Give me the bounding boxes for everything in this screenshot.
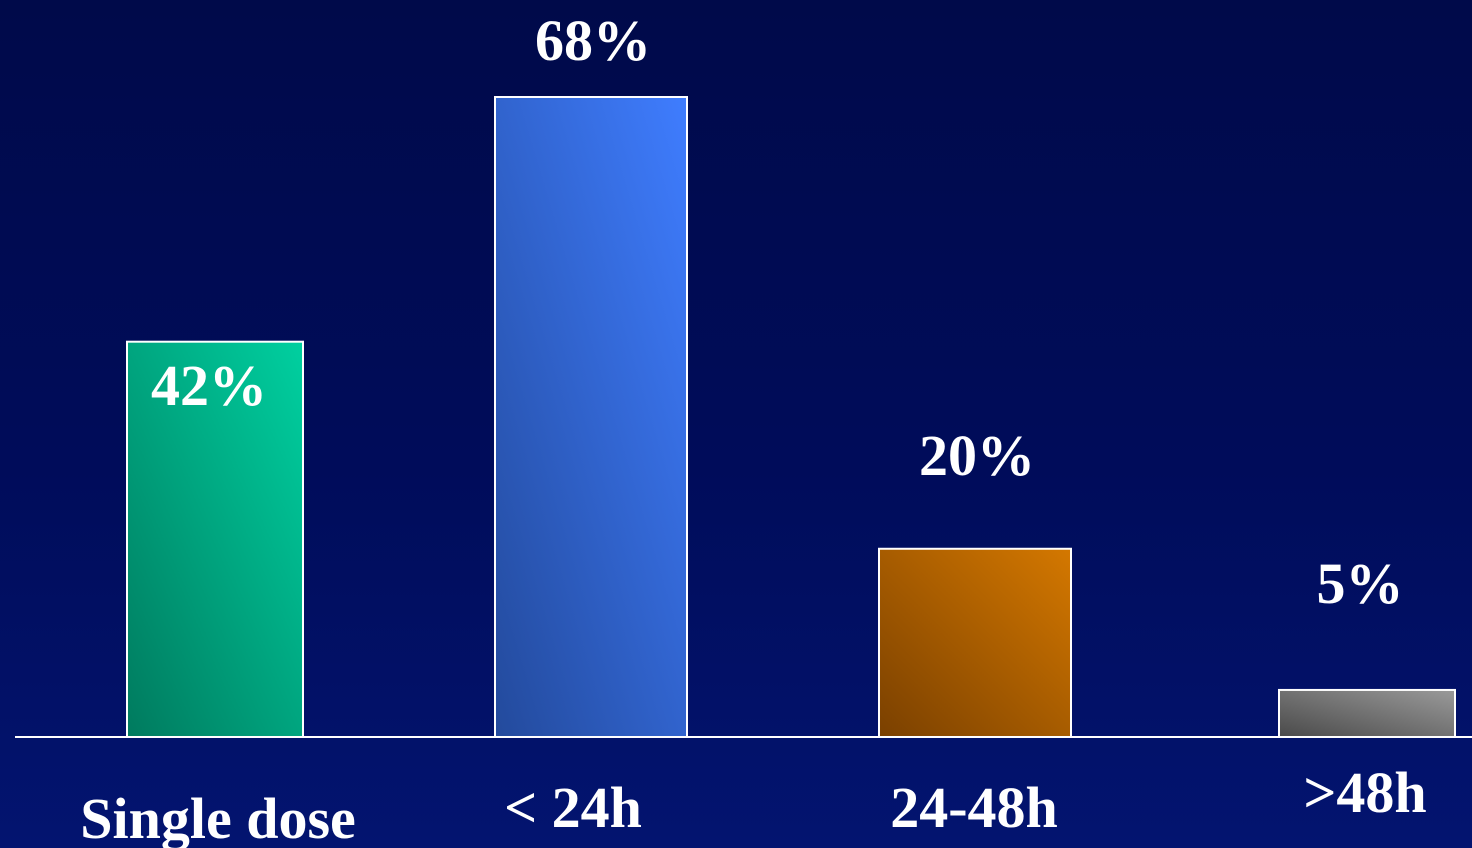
data-label-gt-48h: 5%	[1317, 551, 1404, 616]
category-label-24-48h: 24-48h	[890, 775, 1058, 840]
bar-lt-24h	[494, 96, 688, 738]
data-label-lt-24h: 68%	[535, 8, 651, 73]
data-label-single-dose: 42%	[151, 353, 267, 418]
category-label-gt-48h: >48h	[1303, 760, 1426, 825]
data-label-24-48h: 20%	[919, 423, 1035, 488]
bar-24-48h	[878, 547, 1072, 738]
bar-single-dose	[126, 340, 304, 738]
category-label-single-dose: Single dose	[80, 786, 356, 848]
bar-gt-48h	[1278, 688, 1456, 738]
bars-group	[126, 96, 1456, 738]
category-label-lt-24h: < 24h	[504, 775, 642, 840]
